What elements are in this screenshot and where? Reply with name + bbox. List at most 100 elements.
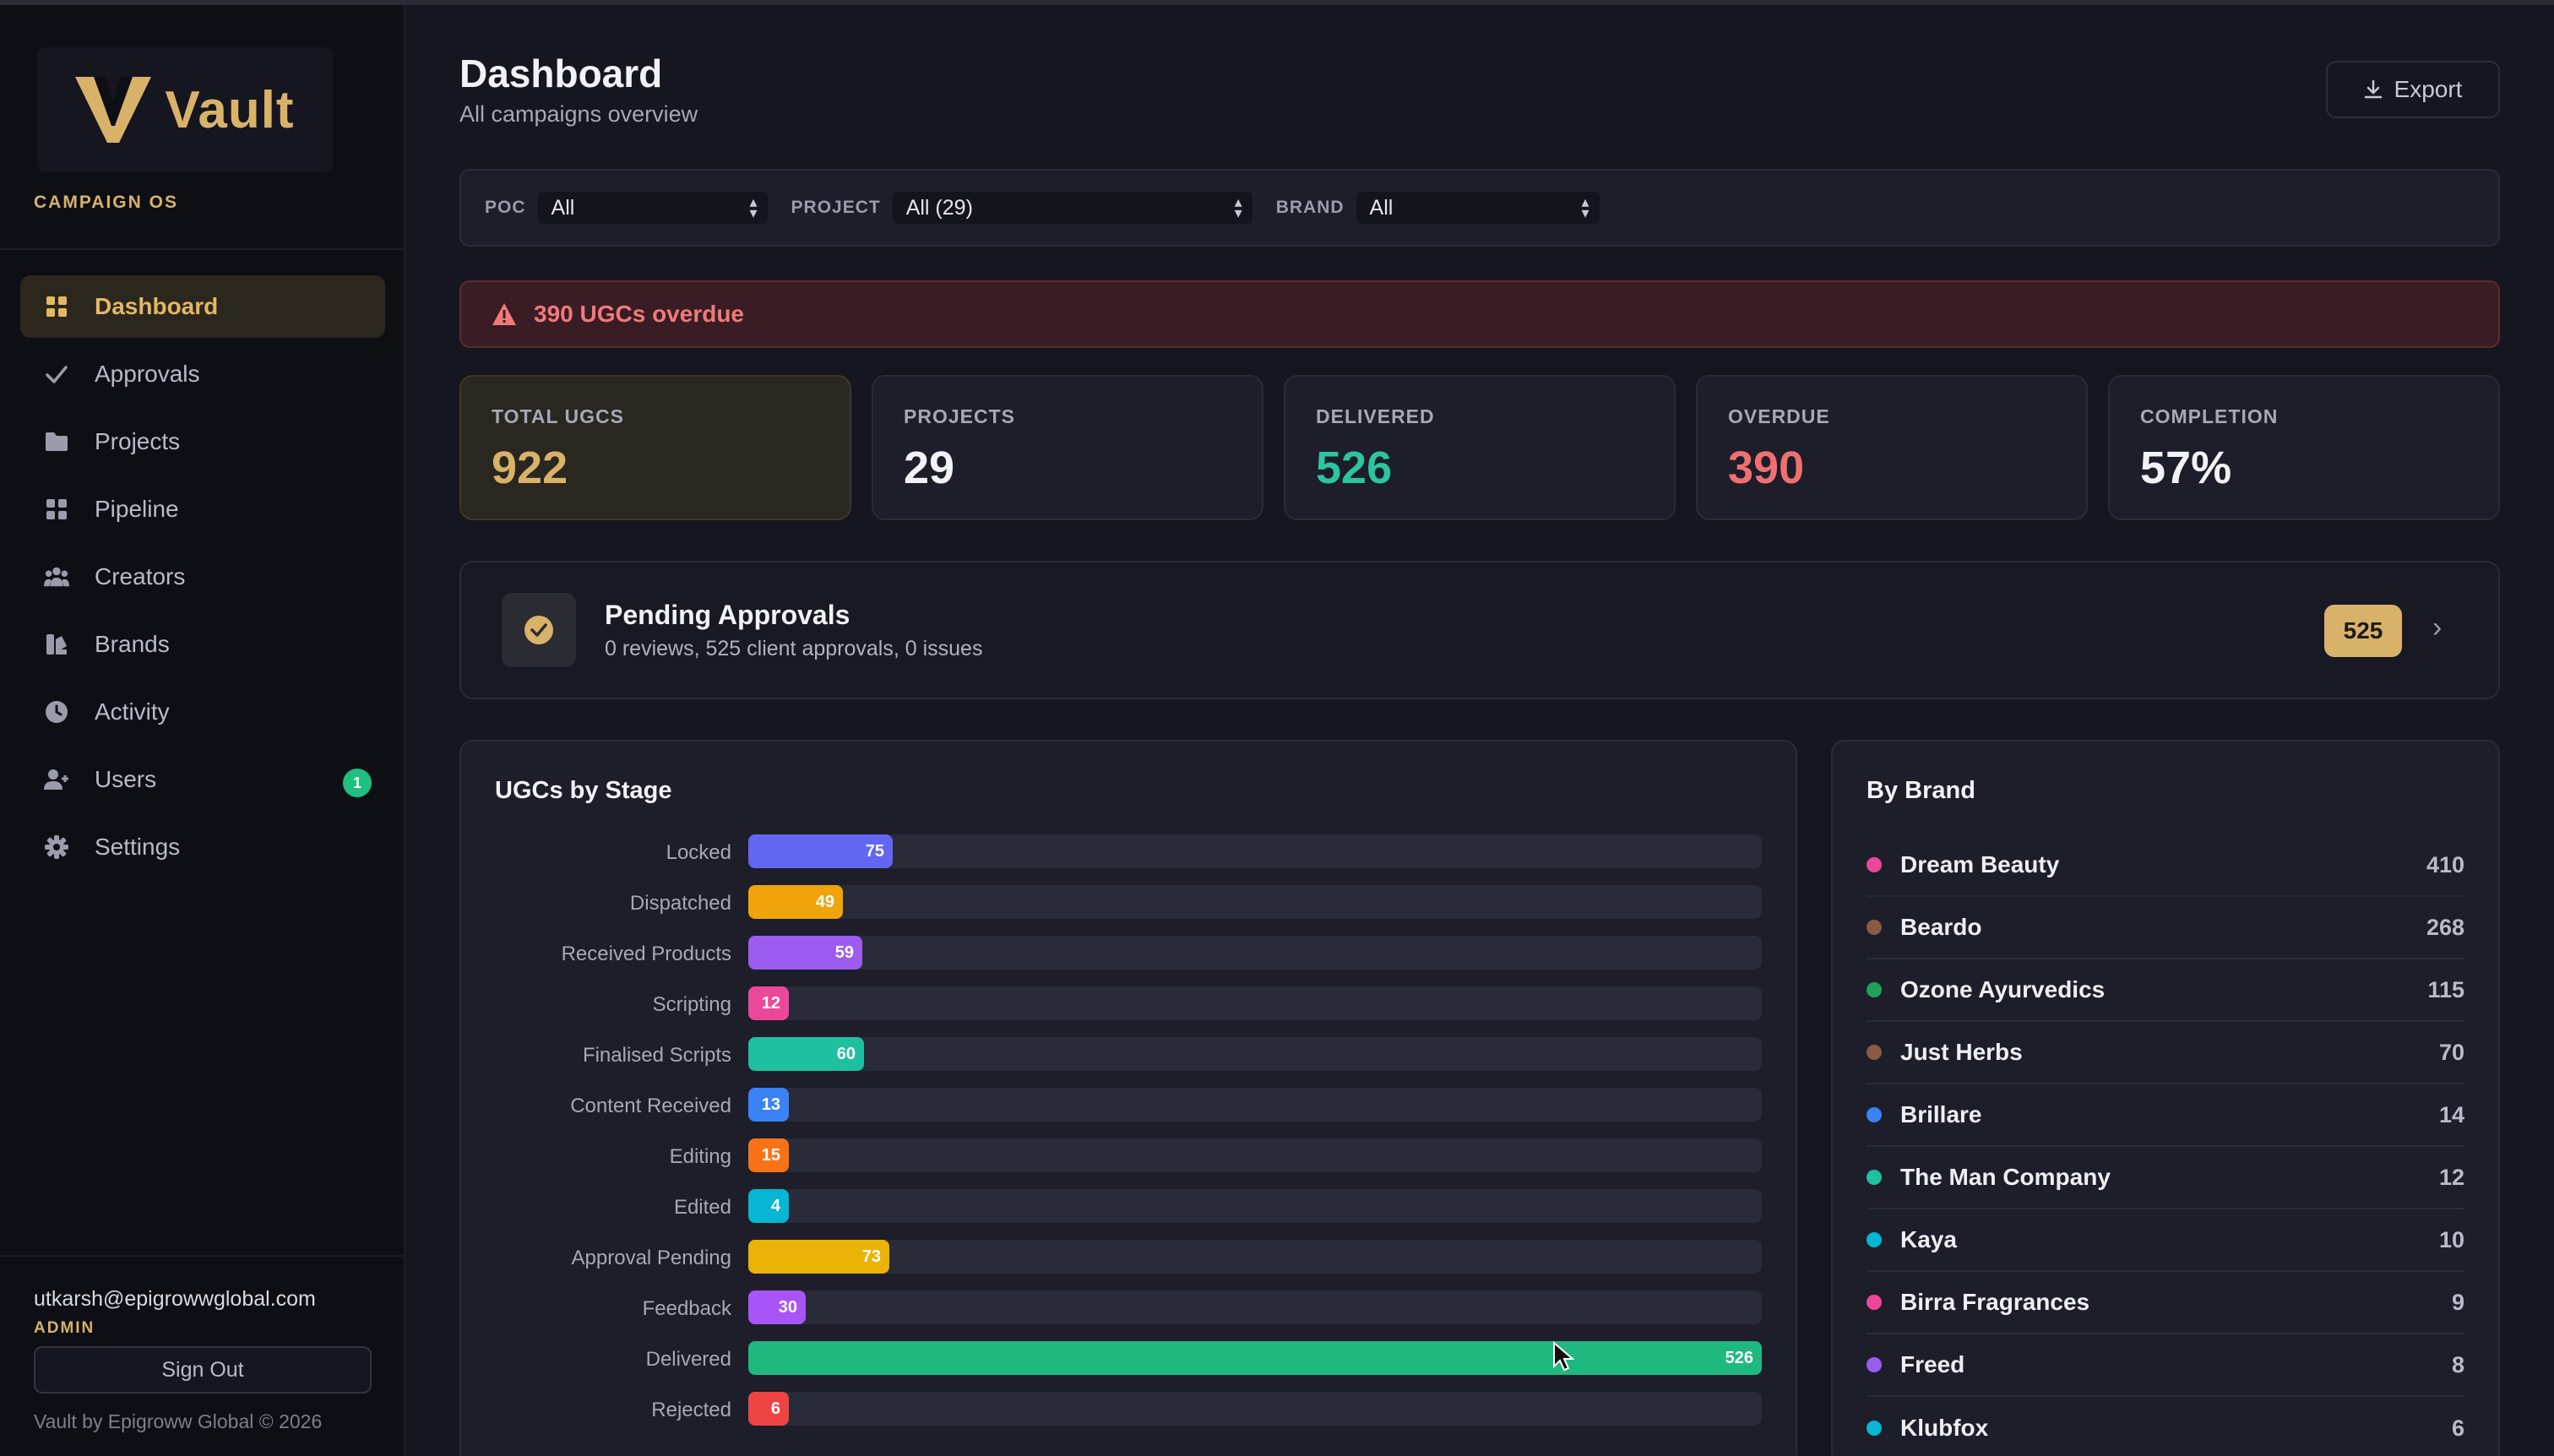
stage-bar[interactable]: 4 <box>748 1189 789 1223</box>
stage-value-label: 15 <box>761 1145 780 1165</box>
users-icon <box>44 564 69 589</box>
brand-row[interactable]: Brillare 14 <box>1867 1084 2464 1147</box>
stage-label: Approval Pending <box>571 1247 731 1269</box>
brand-name: Birra Fragrances <box>1900 1289 2090 1315</box>
stage-row: Feedback 30 <box>461 1290 1796 1324</box>
brand-select[interactable]: All ▴ ▾ <box>1356 192 1600 224</box>
brand-row[interactable]: Beardo 268 <box>1867 897 2464 959</box>
stage-track: 30 <box>748 1290 1762 1324</box>
brand-row[interactable]: Dream Beauty 410 <box>1867 834 2464 897</box>
brand-row[interactable]: Just Herbs 70 <box>1867 1022 2464 1084</box>
brand-color-dot <box>1867 1170 1882 1185</box>
card-title: UGCs by Stage <box>495 777 672 804</box>
brand-row[interactable]: Ozone Ayurvedics 115 <box>1867 959 2464 1022</box>
clock-icon <box>44 699 69 725</box>
mouse-cursor-icon <box>1553 1341 1574 1372</box>
brand-name: Dream Beauty <box>1900 851 2060 877</box>
brand-color-dot <box>1867 857 1882 872</box>
brand-name: Freed <box>1900 1351 1965 1377</box>
user-email: utkarsh@epigrowwglobal.com <box>34 1287 316 1311</box>
sidebar-item-creators[interactable]: Creators <box>20 546 385 608</box>
brand-select-value: All <box>1369 195 1394 220</box>
sidebar-item-pipeline[interactable]: Pipeline <box>20 478 385 541</box>
pending-approvals-card[interactable]: Pending Approvals 0 reviews, 525 client … <box>459 561 2500 699</box>
stage-value-label: 12 <box>761 993 780 1013</box>
stat-card-projects[interactable]: PROJECTS 29 <box>872 375 1263 520</box>
stage-track: 73 <box>748 1240 1762 1274</box>
approval-icon-box <box>502 593 576 667</box>
sidebar-item-approvals[interactable]: Approvals <box>20 343 385 405</box>
project-select[interactable]: All (29) ▴ ▾ <box>892 192 1253 224</box>
brand-name: Beardo <box>1900 914 1982 940</box>
check-icon <box>44 361 69 387</box>
stage-row: Dispatched 49 <box>461 885 1796 919</box>
brand-count: 268 <box>2426 914 2464 940</box>
app-name: Vault <box>165 80 295 139</box>
sidebar-item-brands[interactable]: Brands <box>20 613 385 676</box>
stage-value-label: 4 <box>770 1196 780 1215</box>
brand-count: 10 <box>2438 1226 2464 1252</box>
overdue-alert[interactable]: 390 UGCs overdue <box>459 280 2500 348</box>
sidebar-item-label: Pipeline <box>95 496 179 522</box>
stat-card-delivered[interactable]: DELIVERED 526 <box>1284 375 1676 520</box>
stat-label: COMPLETION <box>2140 405 2279 427</box>
stage-bar[interactable]: 12 <box>748 986 789 1020</box>
folder-icon <box>44 429 69 454</box>
poc-select[interactable]: All ▴ ▾ <box>537 192 768 224</box>
sidebar-item-projects[interactable]: Projects <box>20 410 385 473</box>
select-arrows-icon: ▴ ▾ <box>1581 193 1589 221</box>
chevron-right-icon[interactable]: › <box>2432 611 2443 644</box>
brand-row[interactable]: The Man Company 12 <box>1867 1147 2464 1209</box>
brand-row[interactable]: Birra Fragrances 9 <box>1867 1272 2464 1334</box>
brand-name: The Man Company <box>1900 1164 2111 1190</box>
export-button[interactable]: Export <box>2326 61 2500 118</box>
stat-value: 390 <box>1728 443 1805 493</box>
gear-icon <box>44 834 69 860</box>
stat-value: 29 <box>904 443 955 493</box>
stage-bar[interactable]: 75 <box>748 834 893 868</box>
grid-icon <box>44 294 69 319</box>
stage-track: 49 <box>748 885 1762 919</box>
stage-value-label: 49 <box>815 892 834 911</box>
brand-count: 6 <box>2451 1415 2464 1441</box>
stat-card-overdue[interactable]: OVERDUE 390 <box>1696 375 2088 520</box>
stage-bar[interactable]: 6 <box>748 1392 789 1426</box>
brand-row[interactable]: Kaya 10 <box>1867 1209 2464 1272</box>
stat-card-completion[interactable]: COMPLETION 57% <box>2108 375 2500 520</box>
sign-out-button[interactable]: Sign Out <box>34 1346 372 1394</box>
stat-card-total-ugcs[interactable]: TOTAL UGCS 922 <box>459 375 851 520</box>
sidebar-item-users[interactable]: Users 1 <box>20 748 385 811</box>
stage-bar[interactable]: 13 <box>748 1088 789 1122</box>
stage-value-label: 30 <box>778 1297 797 1317</box>
stage-bar[interactable]: 73 <box>748 1240 889 1274</box>
stage-bar[interactable]: 15 <box>748 1138 789 1172</box>
stage-bar[interactable]: 59 <box>748 936 862 970</box>
brand-row[interactable]: Freed 8 <box>1867 1334 2464 1397</box>
approvals-subtitle: 0 reviews, 525 client approvals, 0 issue… <box>605 637 983 660</box>
brand-count: 70 <box>2438 1039 2464 1065</box>
project-select-value: All (29) <box>905 195 973 220</box>
brand-count: 12 <box>2438 1164 2464 1190</box>
brand-row[interactable]: Klubfox 6 <box>1867 1397 2464 1456</box>
stage-bar[interactable]: 30 <box>748 1290 806 1324</box>
sidebar-divider <box>0 248 404 250</box>
stage-row: Received Products 59 <box>461 936 1796 970</box>
user-role: ADMIN <box>34 1319 95 1337</box>
page-subtitle: All campaigns overview <box>459 101 698 127</box>
sidebar-item-dashboard[interactable]: Dashboard <box>20 275 385 338</box>
stage-bar[interactable]: 49 <box>748 885 843 919</box>
brands-icon <box>44 632 69 657</box>
brand-color-dot <box>1867 920 1882 935</box>
select-arrows-icon: ▴ ▾ <box>749 193 758 221</box>
sidebar-item-label: Brands <box>95 631 170 657</box>
stage-label: Scripting <box>652 993 731 1016</box>
stat-value: 922 <box>492 443 568 493</box>
brand-count: 9 <box>2451 1289 2464 1315</box>
logo[interactable]: Vault <box>37 47 333 172</box>
sidebar-item-settings[interactable]: Settings <box>20 816 385 878</box>
sidebar-item-label: Dashboard <box>95 293 219 319</box>
brand-name: Kaya <box>1900 1226 1957 1252</box>
stage-bar[interactable]: 526 <box>748 1341 1762 1375</box>
sidebar-item-activity[interactable]: Activity <box>20 681 385 743</box>
stage-bar[interactable]: 60 <box>748 1037 864 1071</box>
